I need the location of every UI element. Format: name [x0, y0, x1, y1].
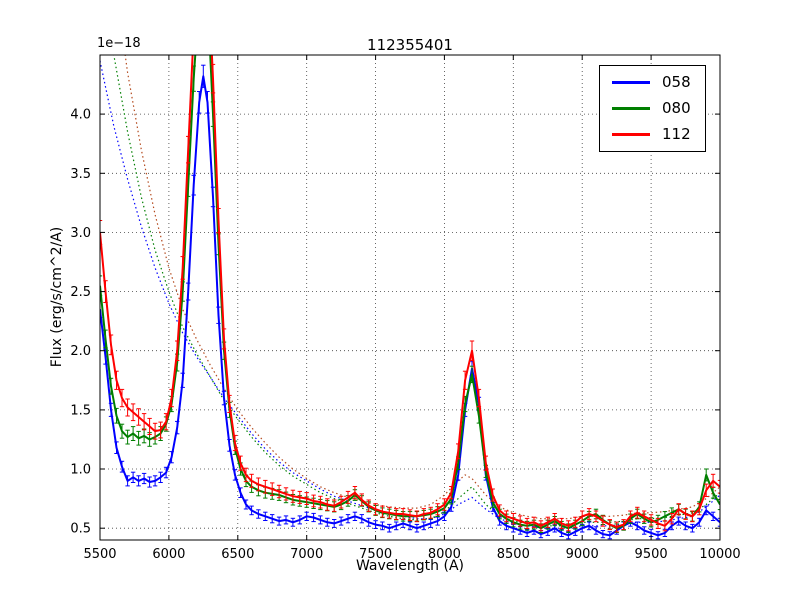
- series-112: [100, 55, 720, 533]
- legend-line-058: [612, 81, 650, 84]
- legend-label-058: 058: [662, 73, 691, 91]
- legend-entry-112: 112: [612, 127, 691, 142]
- chart-title: 112355401: [367, 36, 453, 54]
- legend-entry-080: 080: [612, 101, 691, 116]
- y-axis-label: Flux (erg/s/cm^2/A): [49, 226, 65, 368]
- legend-label-080: 080: [662, 99, 691, 117]
- legend-line-080: [612, 107, 650, 110]
- series-112-noise: [124, 55, 720, 520]
- svg-text:7000: 7000: [290, 547, 323, 562]
- svg-text:3.5: 3.5: [70, 167, 91, 182]
- svg-text:1.0: 1.0: [70, 463, 91, 478]
- axis-ticks: [99, 55, 721, 540]
- svg-text:6000: 6000: [152, 547, 185, 562]
- svg-text:9500: 9500: [635, 547, 668, 562]
- svg-text:6500: 6500: [221, 547, 254, 562]
- svg-text:0.5: 0.5: [70, 522, 91, 537]
- legend-line-112: [612, 133, 650, 136]
- svg-text:9000: 9000: [566, 547, 599, 562]
- svg-text:3.0: 3.0: [70, 226, 91, 241]
- svg-text:7500: 7500: [359, 547, 392, 562]
- legend-entry-058: 058: [612, 75, 691, 90]
- svg-text:1.5: 1.5: [70, 403, 91, 418]
- svg-text:8500: 8500: [497, 547, 530, 562]
- svg-text:2.0: 2.0: [70, 344, 91, 359]
- svg-text:4.0: 4.0: [70, 108, 91, 123]
- svg-text:5500: 5500: [83, 547, 116, 562]
- axes-frame: [99, 54, 721, 541]
- svg-text:10000: 10000: [699, 547, 740, 562]
- series-058: [100, 64, 720, 540]
- legend: 058 080 112: [599, 65, 706, 152]
- y-axis-offset-label: 1e−18: [97, 36, 141, 51]
- x-axis-label: Wavelength (A): [355, 558, 464, 574]
- svg-text:8000: 8000: [428, 547, 461, 562]
- legend-label-112: 112: [662, 125, 691, 143]
- tick-labels: 5500 6000 6500 7000 7500 8000 8500 9000 9500 1000…: [70, 108, 740, 562]
- svg-text:2.5: 2.5: [70, 285, 91, 300]
